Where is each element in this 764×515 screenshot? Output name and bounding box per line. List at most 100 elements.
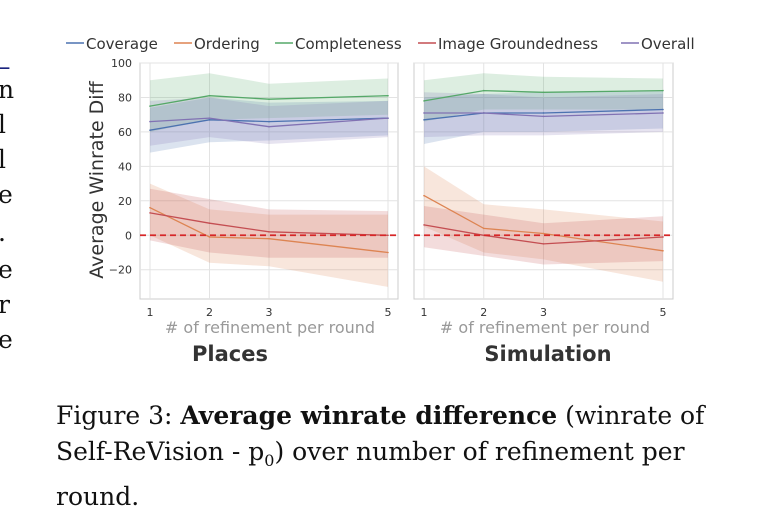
data-point: [387, 117, 389, 119]
data-point: [387, 251, 389, 254]
margin-fragment: r: [0, 290, 10, 319]
series-line-coverage: [149, 117, 389, 131]
y-tick-label: 100: [111, 57, 132, 70]
margin-fragment: e: [0, 325, 13, 354]
data-point: [387, 234, 389, 237]
data-point: [149, 206, 151, 209]
margin-fragment: l: [0, 145, 6, 174]
ci-band-image-groundedness: [424, 206, 663, 265]
margin-fragment: .: [0, 218, 6, 247]
series-line-completeness: [423, 89, 664, 102]
data-point: [268, 120, 270, 123]
ci-band-coverage: [150, 97, 388, 153]
chart-simulation: 1 2 3 5 # of refinement per round Simulation: [413, 62, 674, 366]
data-point: [423, 224, 425, 226]
legend-label-coverage: Coverage: [86, 35, 158, 53]
y-tick-label: 0: [125, 229, 132, 242]
y-axis-label: Average Winrate Diff: [86, 80, 108, 278]
x-axis-label: # of refinement per round: [440, 318, 650, 337]
y-tick-label: −20: [109, 264, 132, 277]
ci-band-ordering: [150, 183, 388, 287]
data-point: [208, 222, 211, 225]
data-point: [423, 194, 425, 197]
ci-band-completeness: [150, 73, 388, 132]
x-axis-label: # of refinement per round: [165, 318, 375, 337]
margin-fragment: e: [0, 255, 13, 284]
data-point: [149, 129, 151, 131]
series-line-ordering: [423, 195, 664, 252]
figure-caption: Figure 3: Average winrate difference (wi…: [56, 398, 736, 515]
y-tick-label: 20: [118, 195, 132, 208]
ci-band-image-groundedness: [150, 188, 388, 258]
figure-canvas: Coverage Ordering Completeness Image Ground…: [66, 35, 695, 366]
x-tick-label: 2: [206, 306, 213, 319]
y-tick-label: 40: [118, 160, 132, 173]
data-point: [482, 112, 485, 114]
series-line-image-groundedness: [423, 224, 664, 245]
legend-label-completeness: Completeness: [295, 35, 402, 53]
data-point: [149, 212, 151, 214]
x-tick-label: 5: [385, 306, 392, 319]
legend-label-image-groundedness: Image Groundedness: [438, 35, 598, 53]
data-point: [423, 100, 425, 102]
margin-fragment: n: [0, 75, 15, 104]
data-point: [268, 237, 270, 240]
data-point: [387, 94, 389, 97]
x-tick-label: 2: [480, 306, 487, 319]
x-tick-label: 5: [660, 306, 667, 319]
data-point: [542, 91, 545, 94]
panel-title: Simulation: [484, 342, 611, 366]
margin-fragment: –: [0, 52, 11, 81]
series-line-image-groundedness: [149, 212, 389, 236]
data-point: [542, 232, 545, 235]
data-point: [268, 98, 270, 100]
x-tick-label: 1: [147, 306, 154, 319]
data-point: [423, 119, 425, 121]
legend: Coverage Ordering Completeness Image Ground…: [66, 35, 695, 53]
series-line-completeness: [149, 95, 389, 107]
data-point: [208, 94, 211, 97]
panel-title: Places: [192, 342, 268, 366]
data-point: [482, 227, 485, 230]
caption-bold: Average winrate difference: [180, 401, 558, 430]
caption-sub: 0: [264, 451, 275, 470]
data-point: [662, 236, 664, 238]
ci-band-coverage: [424, 90, 663, 144]
data-point: [268, 231, 270, 233]
ci-band-overall: [424, 92, 663, 138]
y-tick-label: 80: [118, 91, 132, 104]
series-line-overall: [424, 112, 664, 118]
data-point: [423, 112, 425, 114]
data-point: [662, 89, 664, 92]
data-point: [662, 249, 664, 252]
data-point: [542, 243, 545, 245]
series-line-coverage: [423, 108, 664, 121]
data-point: [662, 108, 664, 111]
series-line-ordering: [149, 207, 389, 254]
ci-band-ordering: [424, 166, 663, 282]
caption-end: ) over number of refinement per round.: [56, 437, 685, 511]
legend-label-overall: Overall: [641, 35, 695, 53]
y-tick-label: 60: [118, 126, 132, 139]
caption-rest: (winrate of Self-ReVision - p: [56, 401, 705, 466]
data-point: [268, 125, 270, 128]
series-line-overall: [149, 117, 389, 128]
data-point: [149, 120, 151, 123]
data-point: [208, 117, 211, 119]
x-tick-label: 3: [266, 306, 273, 319]
data-point: [208, 119, 211, 121]
x-tick-label: 3: [540, 306, 547, 319]
data-point: [542, 115, 545, 118]
caption-prefix: Figure 3:: [56, 401, 181, 430]
margin-fragment: e: [0, 180, 13, 209]
ci-band-completeness: [424, 73, 663, 122]
data-point: [149, 105, 151, 107]
margin-fragment: l: [0, 110, 6, 139]
x-tick-label: 1: [421, 306, 428, 319]
data-point: [482, 89, 485, 92]
chart-places: 100 80 60 40 20 0 −20 1 2 3 5 # of refinement per r…: [109, 57, 399, 366]
data-point: [542, 112, 545, 114]
data-point: [208, 236, 211, 238]
data-point: [662, 112, 664, 114]
